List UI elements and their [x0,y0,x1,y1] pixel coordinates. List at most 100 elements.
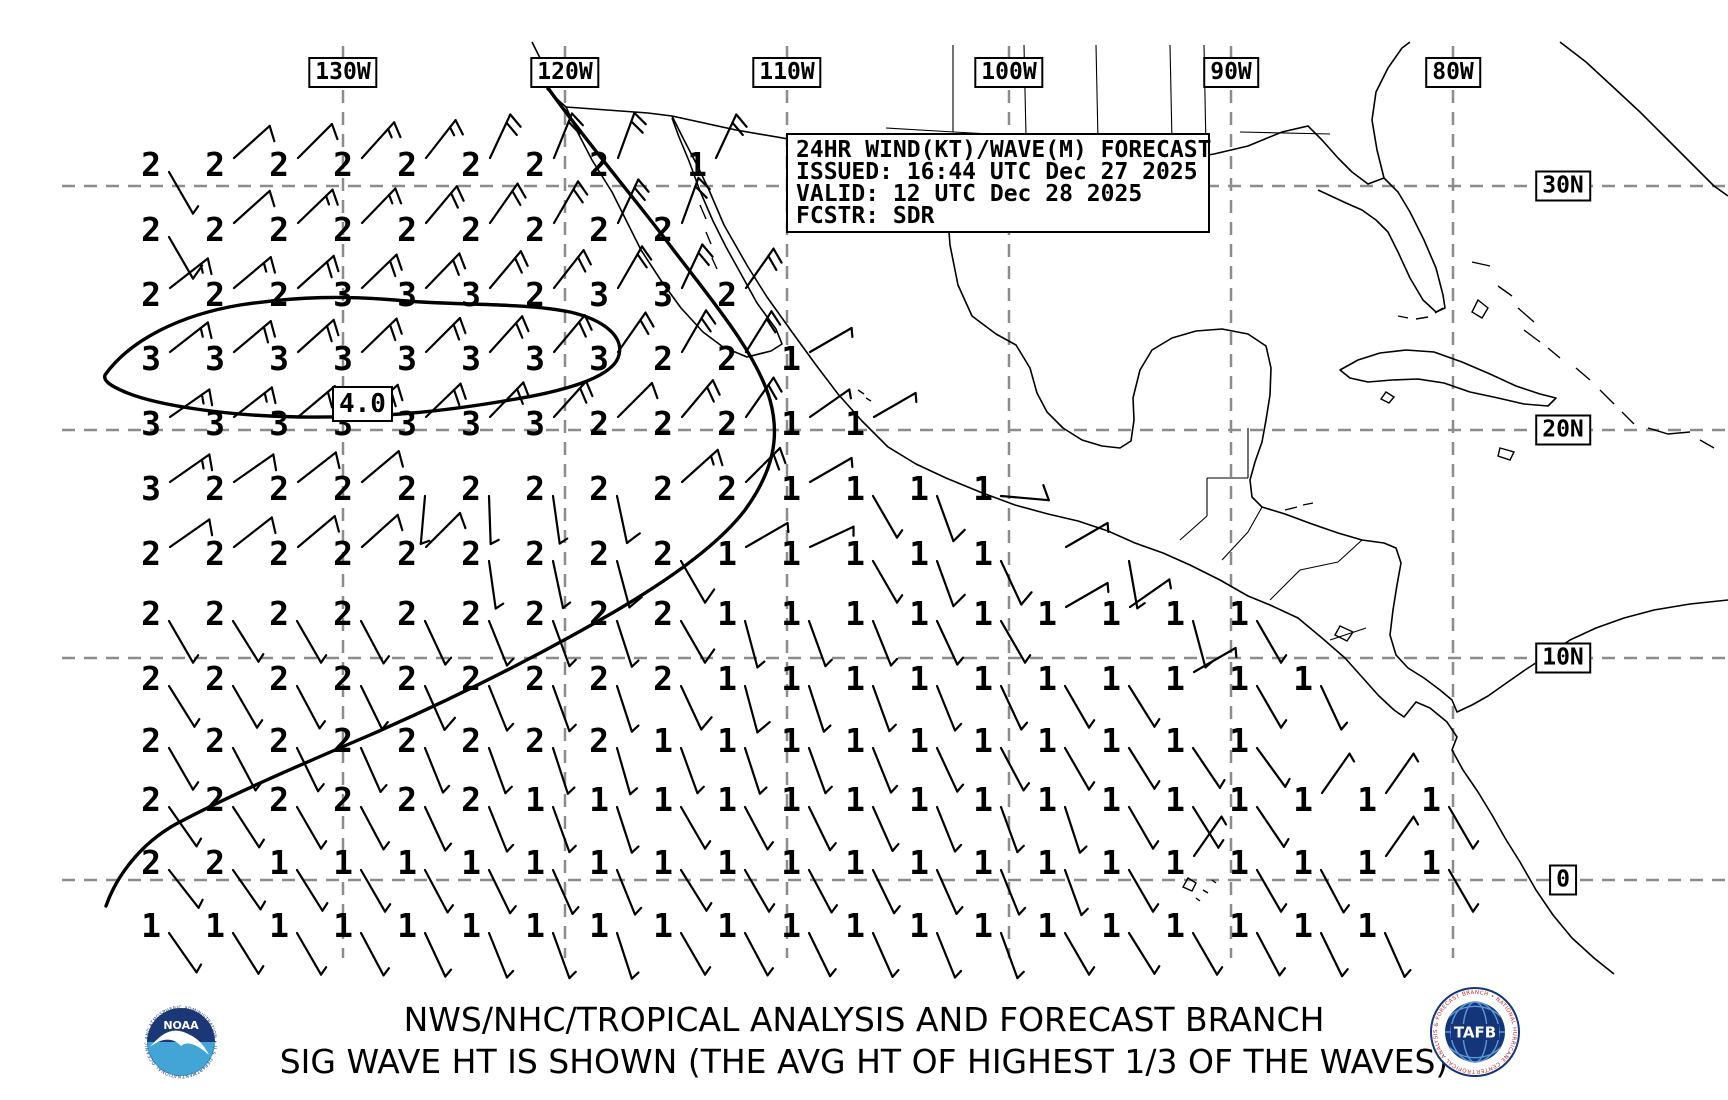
wind-barb [295,805,328,850]
wind-barb [1192,646,1238,674]
wave-height-value: 1 [973,780,993,819]
wind-barb [616,178,650,225]
wind-barb [680,176,711,225]
lat-label-0: 0 [1549,864,1577,896]
wave-height-value: 1 [653,780,673,819]
wind-barb [423,805,453,852]
wind-barb [487,931,515,979]
wind-barb [679,746,705,795]
wave-height-value: 1 [525,906,545,945]
wind-barb [424,252,467,290]
wind-barb [1063,746,1096,791]
wave-height-value: 1 [717,594,737,633]
wind-barb [487,868,517,915]
wind-barb [808,525,855,549]
wind-barb [616,311,655,354]
wind-barb [680,379,721,419]
wind-barb [231,805,266,849]
wave-height-value: 2 [141,594,161,633]
wind-barb [231,619,265,663]
wave-height-value: 2 [653,659,673,698]
wave-height-value: 1 [653,843,673,882]
wave-height-value: 1 [717,906,737,945]
wind-barb [167,170,200,215]
wave-height-value: 2 [205,275,225,314]
wave-height-value: 2 [269,275,289,314]
wind-barb [232,189,276,225]
wind-barb [423,619,453,666]
wave-height-value: 2 [333,659,353,698]
wave-height-value: 1 [1357,906,1377,945]
wind-barb [615,494,641,545]
wave-height-value: 1 [845,469,865,508]
wave-height-value: 2 [525,145,545,184]
wind-barb [231,868,267,911]
wave-height-value: 1 [973,906,993,945]
wave-height-value: 1 [1101,843,1121,882]
wave-height-value: 3 [269,339,289,378]
wave-height-value: 2 [717,404,737,443]
wind-barb [296,254,340,290]
border-line [1169,44,1173,143]
wave-height-value: 2 [269,659,289,698]
wind-barb [360,121,402,160]
wind-barb [424,316,467,354]
wind-barb [935,494,966,543]
wind-barb [424,511,467,549]
wave-height-value: 2 [141,210,161,249]
wave-height-value: 2 [653,404,673,443]
wind-barb [871,868,901,915]
wind-barb [295,619,328,664]
wave-height-value: 1 [1229,594,1249,633]
coastlines [531,41,1728,975]
wind-barb [359,868,392,913]
noaa-sky [147,1008,215,1042]
wind-barb [1127,805,1160,850]
wave-height-value: 1 [845,721,865,760]
wind-barb [487,746,513,795]
wind-wave-map: 2 2 2 2 2 2 2 2 12 2 2 2 2 2 2 2 22 2 2 3 3 3 2 3 3 23 3 3 3 3 3 3 3 2 2 13… [62,41,1728,980]
wave-height-value: 2 [397,145,417,184]
wave-height-value: 1 [909,906,929,945]
wind-barb [1127,559,1146,610]
wind-barb [295,931,328,976]
wave-height-value: 2 [205,843,225,882]
wave-height-value: 2 [653,534,673,573]
wave-height-value: 1 [781,339,801,378]
wind-barb [295,684,327,730]
wind-barb [615,868,643,916]
wave-height-value: 2 [205,780,225,819]
wind-barb [935,805,963,853]
wave-height-value: 1 [845,780,865,819]
wave-height-value: 2 [269,780,289,819]
footer-sig-wave-note: SIG WAVE HT IS SHOWN (THE AVG HT OF HIGH… [279,1042,1449,1081]
wave-height-value: 2 [525,210,545,249]
wind-barb [743,931,775,977]
wave-height-value: 3 [141,339,161,378]
wave-height-value: 1 [141,906,161,945]
wind-barb-grid: 2 2 2 2 2 2 2 2 1 2 2 2 2 2 2 2 2 2 2 2 2 3 3 3 2 3 3 2 3 3 3 3 3 3 3 3 2 2 1 3… [141,111,1480,980]
wave-height-value: 1 [1165,721,1185,760]
wave-height-value: 1 [205,906,225,945]
wave-height-value: 2 [461,145,481,184]
wave-height-value: 2 [589,469,609,508]
wind-barb [487,559,505,610]
wave-height-value: 1 [781,659,801,698]
coastline [1559,41,1728,197]
wind-barb [743,746,768,795]
footer-branch-title: NWS/NHC/TROPICAL ANALYSIS AND FORECAST B… [403,1000,1325,1039]
lat-label-30N: 30N [1535,170,1591,202]
wave-height-value: 1 [845,534,865,573]
wind-barb [615,746,639,796]
coastline [1339,349,1557,407]
wave-height-value: 3 [525,404,545,443]
wave-height-value: 2 [205,210,225,249]
wind-barb [744,247,783,290]
wind-barb [296,122,339,160]
wave-height-value: 2 [269,534,289,573]
wind-barb [167,619,200,664]
wind-barb [679,868,713,912]
wave-height-value: 3 [461,339,481,378]
wind-barb [999,868,1027,916]
lon-label-110W: 110W [752,57,822,88]
